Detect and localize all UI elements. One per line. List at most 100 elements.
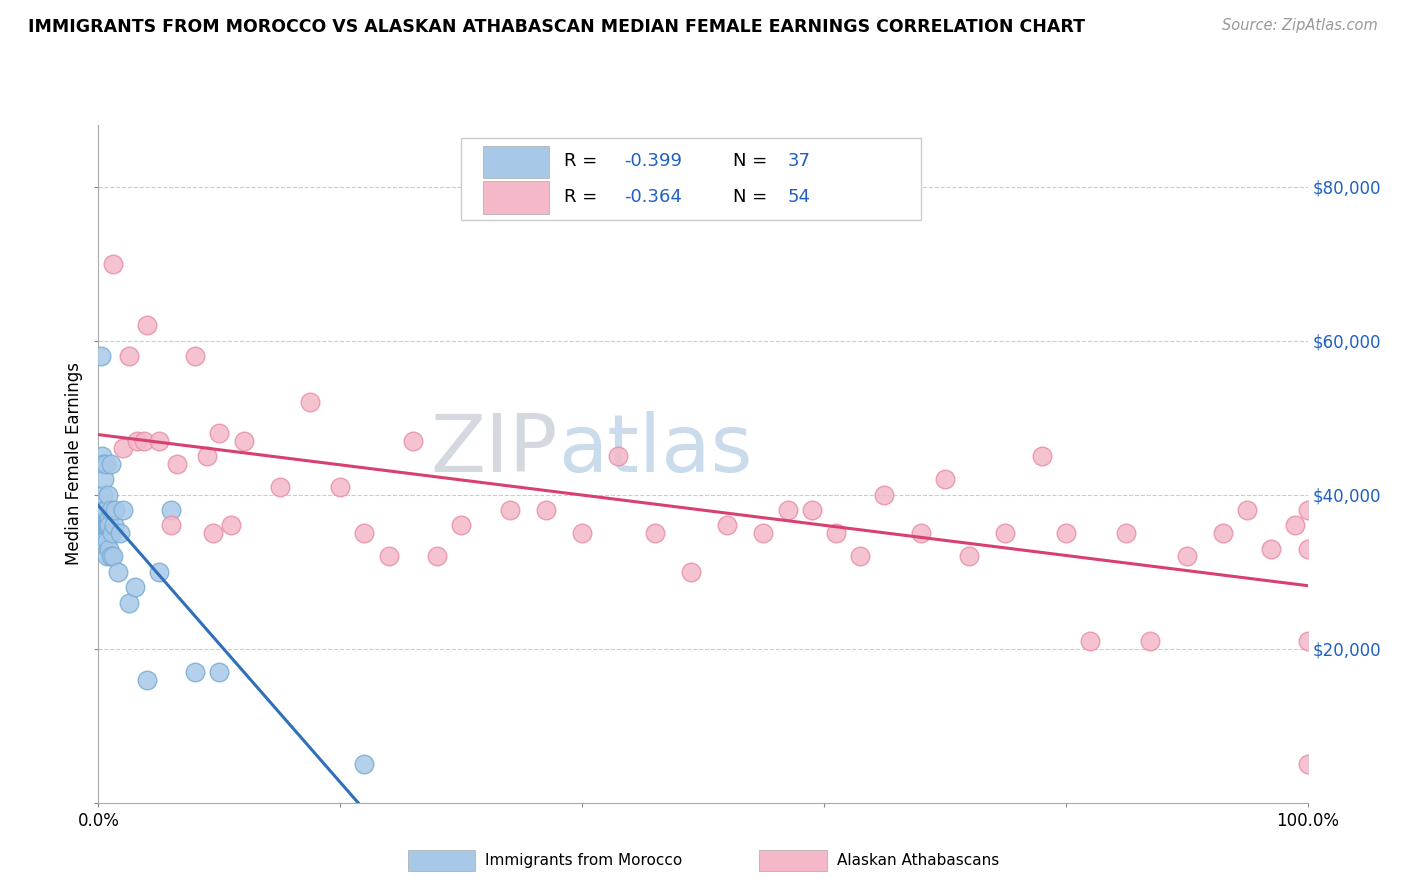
Point [1296,541,1319,556]
Point [800,503,823,517]
Y-axis label: Median Female Earnings: Median Female Earnings [65,362,83,566]
Point [100,526,122,541]
Point [377,549,399,564]
Point [299,395,322,409]
Point [100,457,122,471]
Point [402,434,425,448]
Text: 37: 37 [787,153,811,170]
Text: Immigrants from Morocco: Immigrants from Morocco [485,854,682,868]
Point [101,549,124,564]
Point [97,488,120,502]
Point [96,518,118,533]
Point [1236,503,1258,517]
Point [208,665,231,679]
Point [571,526,593,541]
Text: N =: N = [734,153,773,170]
Point [118,595,141,609]
Text: 54: 54 [787,188,811,206]
Point [124,580,146,594]
Text: -0.399: -0.399 [624,153,682,170]
Point [107,565,129,579]
Point [96,533,118,548]
Point [103,518,125,533]
Text: R =: R = [564,188,603,206]
Point [98,541,121,556]
Point [108,526,131,541]
Point [1175,549,1198,564]
Point [94,457,117,471]
Text: N =: N = [734,188,773,206]
Point [97,518,120,533]
Point [1296,634,1319,648]
Point [118,349,141,363]
Point [353,757,375,772]
Point [93,472,115,486]
Point [607,449,630,463]
Point [208,425,231,440]
Point [1296,757,1319,772]
Point [101,256,124,270]
Point [752,526,775,541]
Point [873,488,896,502]
Point [166,457,188,471]
Text: R =: R = [564,153,603,170]
Point [776,503,799,517]
Point [534,503,557,517]
Point [104,503,127,517]
Point [96,549,118,564]
Point [98,510,121,524]
Point [134,434,156,448]
Point [91,457,114,471]
Text: -0.364: -0.364 [624,188,682,206]
Point [679,565,702,579]
Point [994,526,1017,541]
Point [644,526,666,541]
Point [353,526,375,541]
Point [93,503,115,517]
FancyBboxPatch shape [461,138,921,219]
Point [1212,526,1234,541]
Point [1296,503,1319,517]
Point [1078,634,1101,648]
Point [1139,634,1161,648]
Point [91,488,114,502]
Point [148,434,170,448]
Point [716,518,738,533]
Point [426,549,449,564]
Point [849,549,872,564]
Point [135,318,157,333]
Text: ZIP: ZIP [430,411,558,490]
Text: atlas: atlas [558,411,752,490]
Point [232,434,254,448]
Point [100,503,122,517]
Point [1284,518,1306,533]
Point [111,442,134,456]
Point [94,503,117,517]
Point [1260,541,1282,556]
FancyBboxPatch shape [482,181,550,214]
FancyBboxPatch shape [482,145,550,178]
Point [957,549,980,564]
Point [1031,449,1053,463]
Point [160,518,183,533]
Point [1054,526,1077,541]
Point [825,526,848,541]
Point [1115,526,1137,541]
Point [100,549,122,564]
Point [93,518,115,533]
Point [135,673,157,687]
Point [148,565,170,579]
Point [184,349,207,363]
Point [94,518,117,533]
Point [127,434,149,448]
Point [329,480,352,494]
Text: Alaskan Athabascans: Alaskan Athabascans [837,854,998,868]
Point [91,449,114,463]
Point [450,518,472,533]
Point [910,526,932,541]
Point [195,449,218,463]
Point [202,526,225,541]
Point [111,503,134,517]
Point [184,665,207,679]
Point [160,503,183,517]
